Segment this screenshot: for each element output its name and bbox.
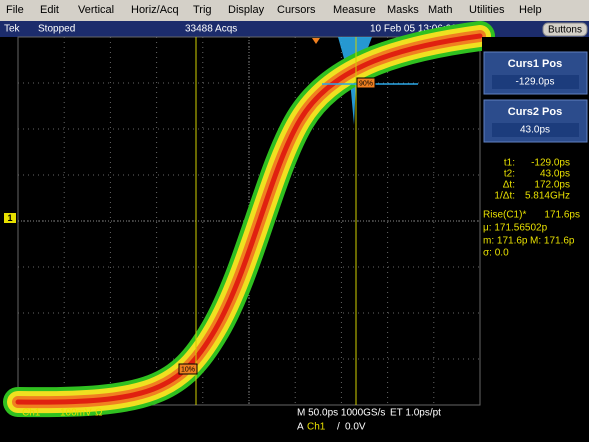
- side-panel: [482, 37, 589, 405]
- footer-trigger-level: 0.0V: [345, 422, 366, 433]
- ref-90-label: 90%: [359, 80, 373, 87]
- curs2-value: 43.0ps: [520, 125, 550, 136]
- trigger-position-marker: [312, 38, 320, 44]
- curs1-value-box: [492, 75, 579, 89]
- ref-10-box: [178, 363, 198, 375]
- footer-et: ET 1.0ps/pt: [390, 408, 441, 419]
- readout-value: -129.0ps: [531, 158, 570, 169]
- footer-timebase: M 50.0ps 1000GS/s: [297, 408, 385, 419]
- curs1-label: Curs1 Pos: [508, 58, 562, 70]
- menu-item[interactable]: Utilities: [469, 4, 505, 16]
- date-time: 10 Feb 05 13:06:00: [370, 24, 457, 35]
- footer-trigger-slope: /: [337, 422, 340, 433]
- readout-label: 1/Δt:: [494, 191, 515, 202]
- menu: File Edit Vertical Horiz/Acq Trig Display Curs…: [6, 4, 542, 16]
- meas-min: m: 171.6p: [483, 236, 528, 247]
- ref-90-box: [356, 77, 376, 89]
- ref-10-label: 10%: [181, 366, 195, 373]
- readout-value: 43.0ps: [540, 169, 570, 180]
- menu-item[interactable]: Vertical: [78, 4, 114, 16]
- menu-item[interactable]: Measure: [333, 4, 376, 16]
- meas-max: M: 171.6p: [530, 236, 575, 247]
- footer-scale: 100mV: [60, 408, 92, 419]
- readout-value: 172.0ps: [534, 180, 570, 191]
- meas-sigma: σ: 0.0: [483, 248, 509, 259]
- menu-item[interactable]: Trig: [193, 4, 212, 16]
- buttons-button[interactable]: [542, 22, 588, 37]
- menu-item[interactable]: File: [6, 4, 24, 16]
- menu-bar: [0, 0, 589, 21]
- curs2-value-box: [492, 123, 579, 137]
- menu-item[interactable]: Display: [228, 4, 265, 16]
- menu-item[interactable]: Edit: [40, 4, 59, 16]
- menu-item[interactable]: Math: [428, 4, 452, 16]
- buttons-label[interactable]: Buttons: [548, 25, 582, 36]
- footer-channel: Ch1: [22, 408, 41, 419]
- menu-item[interactable]: Cursors: [277, 4, 316, 16]
- cursor-readout: t1: -129.0ps t2: 43.0ps Δt: 172.0ps 1/Δt: 5.814…: [494, 158, 570, 202]
- footer-trigger-source: Ch1: [307, 422, 326, 433]
- footer-trigger-mode: A: [297, 422, 304, 433]
- menu-item[interactable]: Help: [519, 4, 542, 16]
- channel-marker: 1: [7, 213, 12, 223]
- readout-label: t2:: [504, 169, 515, 180]
- menu-item[interactable]: Horiz/Acq: [131, 4, 179, 16]
- curs2-label: Curs2 Pos: [508, 106, 562, 118]
- meas-mean: μ: 171.56502p: [483, 223, 548, 234]
- acq-count: 33488 Acqs: [185, 24, 237, 35]
- channel-marker-box: [4, 213, 16, 223]
- meas-name: Rise(C1)*: [483, 210, 526, 221]
- footer-coupling: Ω: [95, 408, 103, 419]
- curs1-value: -129.0ps: [516, 77, 555, 88]
- meas-value: 171.6ps: [544, 210, 580, 221]
- readout-value: 5.814GHz: [525, 191, 570, 202]
- waveform: [3, 21, 495, 418]
- status-bar: [0, 21, 589, 37]
- readout-label: t1:: [504, 158, 515, 169]
- acq-state: Stopped: [38, 24, 75, 35]
- menu-item[interactable]: Masks: [387, 4, 419, 16]
- readout-label: Δt:: [503, 180, 515, 191]
- brand: Tek: [4, 24, 21, 35]
- trace-core: [15, 33, 483, 405]
